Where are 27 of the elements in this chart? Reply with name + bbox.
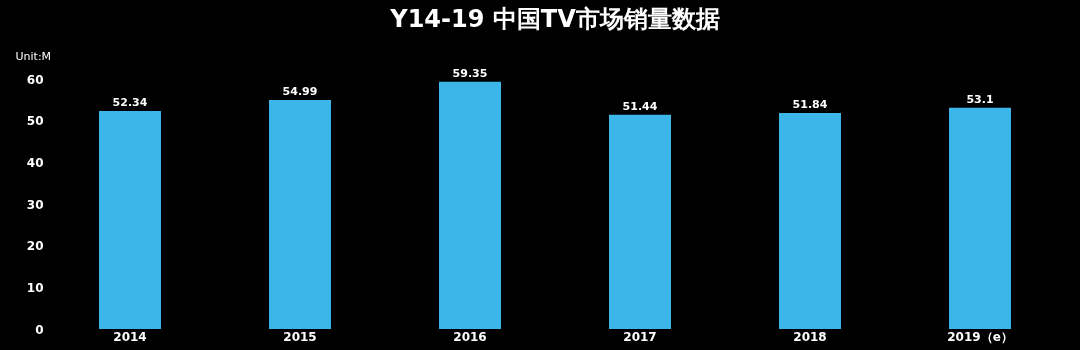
y-tick-label: 30: [26, 197, 44, 212]
x-tick-label: 2015: [283, 329, 317, 344]
data-label: 59.35: [452, 66, 488, 80]
data-label: 54.99: [282, 84, 318, 98]
bar: [949, 107, 1011, 329]
bar: [99, 110, 161, 329]
bar: [609, 114, 671, 329]
data-label: 52.34: [112, 95, 148, 109]
bar: [779, 113, 841, 329]
x-tick-label: 2018: [793, 329, 827, 344]
x-tick-label: 2017: [623, 329, 657, 344]
data-label: 51.84: [792, 98, 828, 111]
data-label: 53.1: [966, 92, 994, 106]
chart-title: Y14-19 中国TV市场销量数据: [389, 5, 720, 33]
y-tick-label: 60: [26, 72, 44, 87]
x-tick-label: 2016: [453, 329, 487, 344]
y-axis-title: Unit:M: [15, 49, 52, 63]
bar: [439, 81, 501, 329]
x-tick-label: 2019（e）: [947, 329, 1013, 344]
y-tick-label: 0: [35, 322, 44, 337]
y-tick-label: 10: [26, 280, 44, 295]
y-tick-label: 50: [26, 114, 44, 129]
bar: [269, 99, 331, 329]
y-tick-label: 20: [26, 239, 44, 254]
data-label: 51.44: [622, 99, 658, 113]
x-tick-label: 2014: [113, 329, 147, 344]
y-tick-label: 40: [26, 155, 44, 170]
